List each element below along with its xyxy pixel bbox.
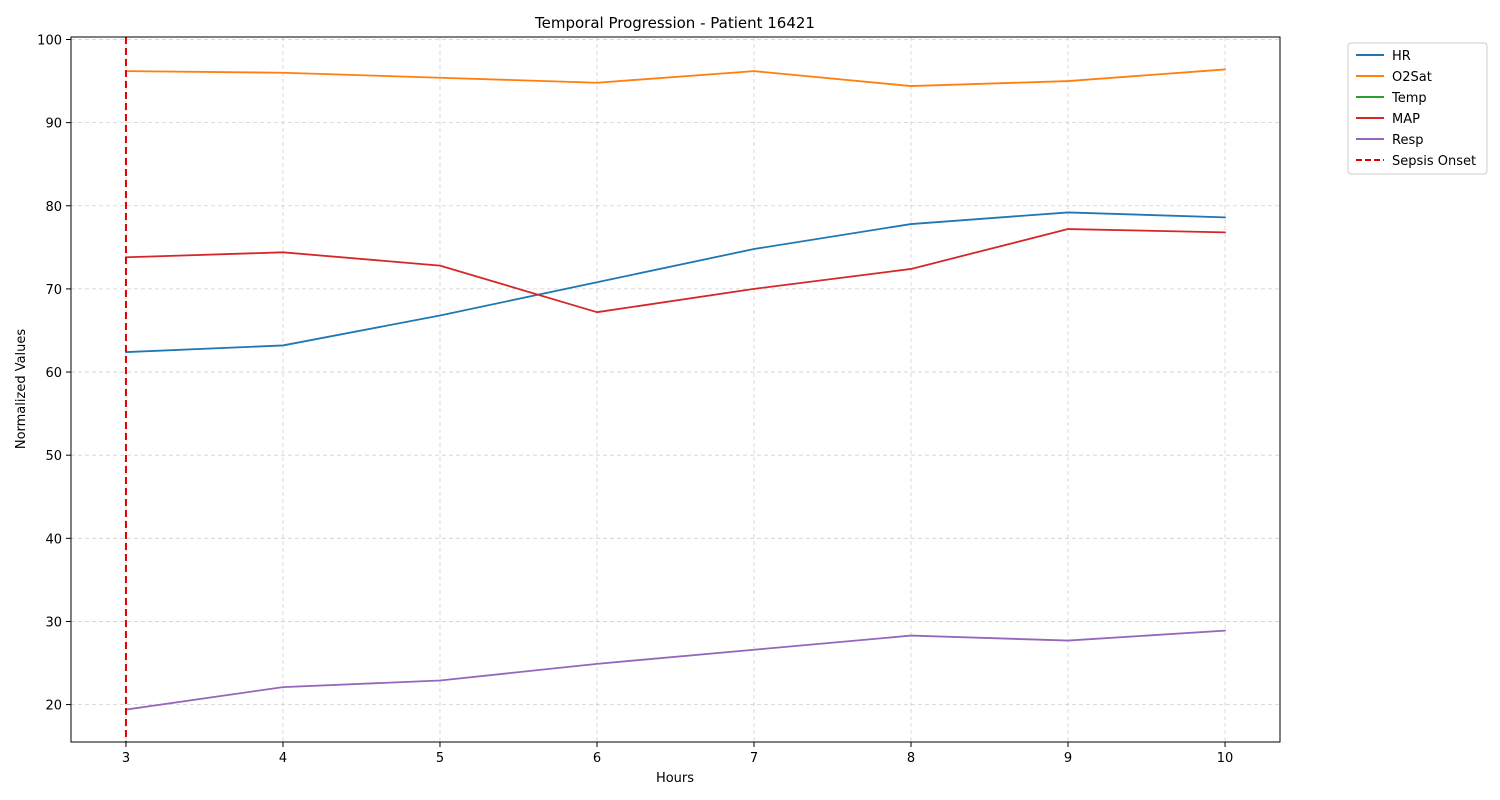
x-tick-label: 6 xyxy=(593,751,601,766)
legend-label-resp: Resp xyxy=(1392,133,1423,148)
y-tick-label: 60 xyxy=(45,366,62,381)
series-line-resp xyxy=(125,629,1226,711)
y-tick-label: 80 xyxy=(45,200,62,215)
series-line-o2sat xyxy=(125,68,1226,87)
y-axis-ticks: 20 30 40 50 60 70 80 90 100 xyxy=(37,33,71,714)
x-tick-label: 4 xyxy=(279,751,287,766)
series-line-hr xyxy=(125,211,1226,353)
y-tick-label: 70 xyxy=(45,283,62,298)
x-axis-label: Hours xyxy=(656,771,694,786)
chart-title: Temporal Progression - Patient 16421 xyxy=(534,14,815,32)
y-tick-label: 30 xyxy=(45,615,62,630)
y-axis-label: Normalized Values xyxy=(14,329,29,450)
x-tick-label: 10 xyxy=(1217,751,1234,766)
x-tick-label: 7 xyxy=(750,751,758,766)
y-tick-label: 20 xyxy=(45,699,62,714)
legend-label-o2sat: O2Sat xyxy=(1392,70,1432,85)
plot-area-frame xyxy=(70,36,1281,743)
legend-label-hr: HR xyxy=(1392,49,1411,64)
y-tick-label: 40 xyxy=(45,532,62,547)
x-tick-label: 3 xyxy=(122,751,130,766)
x-tick-label: 9 xyxy=(1064,751,1072,766)
legend-label-sepsis-onset: Sepsis Onset xyxy=(1392,154,1476,169)
legend-label-map: MAP xyxy=(1392,112,1420,127)
x-axis-ticks: 3 4 5 6 7 8 9 10 xyxy=(122,742,1234,766)
y-tick-label: 90 xyxy=(45,117,62,132)
grid xyxy=(71,37,1280,742)
legend-label-temp: Temp xyxy=(1391,91,1427,106)
x-tick-label: 8 xyxy=(907,751,915,766)
y-tick-label: 50 xyxy=(45,449,62,464)
series-line-map xyxy=(125,228,1226,314)
series-lines xyxy=(125,68,1226,711)
x-tick-label: 5 xyxy=(436,751,444,766)
legend: HR O2Sat Temp MAP Resp Sepsis Onset xyxy=(1347,42,1488,175)
y-tick-label: 100 xyxy=(37,33,62,48)
